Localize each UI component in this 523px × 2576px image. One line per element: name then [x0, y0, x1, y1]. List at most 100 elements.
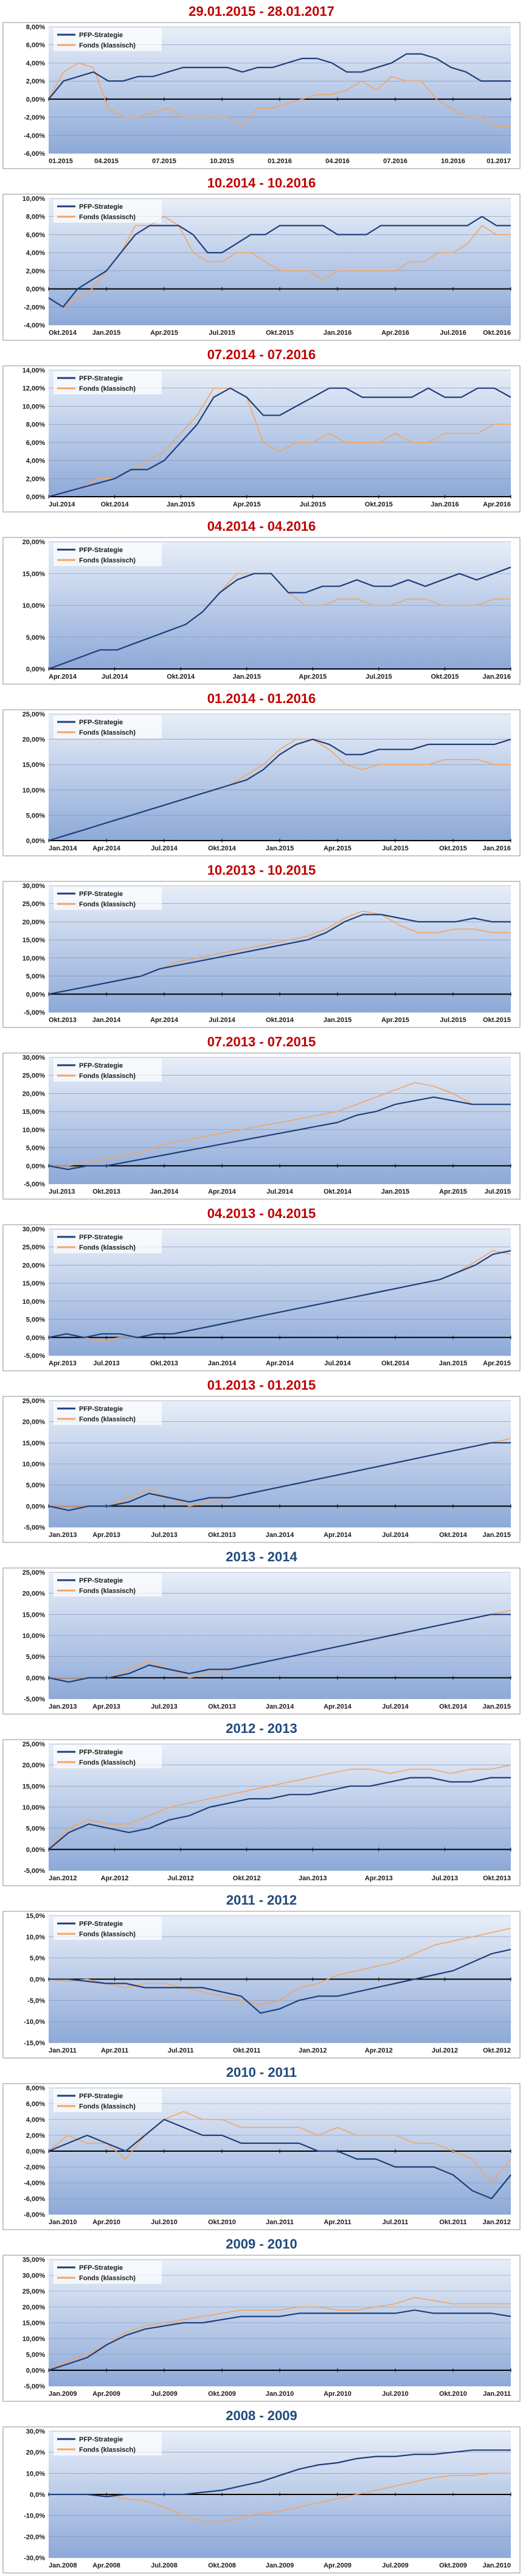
y-tick-label: 15,00%: [23, 937, 46, 944]
x-tick-label: Jan.2016: [483, 673, 511, 681]
chart-panel: 10.2014 - 10.2016 -4,00% -2,00% 0,00% 2,00% 4…: [0, 172, 523, 343]
x-tick-label: Okt.2016: [483, 329, 511, 337]
chart-svg: 0,00% 2,00% 4,00% 6,00% 8,00% 10,00% 12,00% 14,…: [2, 365, 521, 513]
legend-label: Fonds (klassisch): [79, 901, 136, 908]
x-tick-label: Jul.2013: [49, 1188, 75, 1195]
y-tick-label: 20,00%: [23, 919, 46, 926]
x-tick-label: Okt.2014: [101, 501, 130, 508]
y-tick-label: 8,00%: [26, 24, 45, 31]
legend-label: PFP-Strategie: [79, 1405, 123, 1413]
x-tick-label: Jan.2009: [266, 2562, 294, 2569]
x-tick-label: Apr.2015: [483, 1360, 511, 1367]
y-tick-label: -2,00%: [24, 2164, 45, 2171]
x-tick-label: Jan.2015: [92, 329, 120, 337]
x-tick-label: Jul.2014: [102, 673, 128, 681]
y-tick-label: 0,00%: [26, 96, 45, 103]
x-tick-label: Okt.2014: [324, 1188, 352, 1195]
series-line-fund: [48, 1928, 511, 2006]
series-line-strategy: [49, 2449, 511, 2497]
legend-label: Fonds (klassisch): [79, 557, 136, 564]
x-tick-label: Jul.2009: [382, 2562, 408, 2569]
legend-box: [54, 28, 162, 51]
y-tick-label: 0,00%: [26, 494, 45, 501]
legend: PFP-Strategie Fonds (klassisch): [54, 1402, 162, 1425]
series-line-strategy: [48, 53, 511, 100]
legend: PFP-Strategie Fonds (klassisch): [54, 715, 162, 738]
y-tick-label: 5,00%: [26, 1482, 45, 1489]
chart-panel: 01.2013 - 01.2015 -5,00% 0,00% 5,00% 10,00% 1…: [0, 1374, 523, 1545]
x-tick-label: Jul.2014: [266, 1188, 293, 1195]
y-tick-label: 25,00%: [23, 1398, 46, 1405]
legend-label: Fonds (klassisch): [79, 1587, 136, 1595]
x-tick-label: 07.2015: [152, 158, 176, 165]
y-tick-label: 5,00%: [26, 1145, 45, 1152]
x-tick-label: Okt.2015: [431, 673, 459, 681]
y-tick-label: -10,0%: [24, 2513, 45, 2520]
y-tick-label: 0,00%: [26, 666, 45, 673]
x-tick-label: Okt.2012: [483, 2047, 511, 2054]
x-tick-label: Jan.2012: [299, 2047, 327, 2054]
y-tick-label: 30,00%: [23, 1226, 46, 1233]
x-tick-label: Apr.2008: [92, 2562, 120, 2569]
y-tick-label: 14,00%: [23, 367, 46, 374]
legend-label: Fonds (klassisch): [79, 385, 136, 393]
y-tick-label: 15,00%: [23, 1280, 46, 1287]
x-tick-label: Jul.2008: [151, 2562, 177, 2569]
series-line-strategy: [48, 2309, 511, 2371]
x-tick-label: Okt.2015: [483, 1017, 511, 1024]
legend-label: PFP-Strategie: [79, 719, 123, 726]
chart-panel: 04.2013 - 04.2015 -5,00% 0,00% 5,00% 10,00% 1…: [0, 1202, 523, 1374]
x-tick-label: Jan.2015: [324, 1017, 352, 1024]
legend-box: [54, 1230, 162, 1253]
y-tick-label: 10,00%: [23, 403, 46, 410]
chart-panel: 29.01.2015 - 28.01.2017 -6,00% -4,00% -2,00…: [0, 0, 523, 172]
chart-title: 2013 - 2014: [226, 1549, 297, 1564]
y-tick-label: 25,00%: [23, 1073, 46, 1080]
chart-panel: 2009 - 2010 -5,00% 0,00% 5,00% 10,00% 15,00% 2…: [0, 2233, 523, 2404]
x-tick-label: 10.2016: [441, 158, 465, 165]
x-tick-label: Okt.2015: [365, 501, 393, 508]
x-tick-label: Okt.2015: [266, 329, 294, 337]
x-tick-label: Apr.2016: [381, 329, 409, 337]
x-tick-label: Apr.2013: [365, 1875, 393, 1882]
x-tick-label: Jul.2015: [209, 329, 235, 337]
x-tick-label: Apr.2013: [49, 1360, 77, 1367]
y-tick-label: -4,00%: [24, 322, 45, 329]
chart-panel: 2013 - 2014 -5,00% 0,00% 5,00% 10,00% 15,00% 2…: [0, 1545, 523, 1717]
y-tick-label: -2,00%: [24, 304, 45, 311]
legend-box: [54, 1573, 162, 1597]
y-tick-label: 10,00%: [23, 1633, 46, 1640]
x-tick-label: Jan.2013: [299, 1875, 327, 1882]
y-tick-label: 4,00%: [26, 2116, 45, 2124]
x-tick-label: Apr.2014: [150, 1017, 179, 1024]
x-tick-label: Okt.2015: [439, 845, 467, 852]
x-tick-label: Jul.2014: [324, 1360, 351, 1367]
y-tick-label: 10,0%: [26, 2470, 45, 2477]
y-tick-label: 6,00%: [26, 439, 45, 447]
y-tick-label: 8,00%: [26, 214, 45, 221]
x-tick-label: Apr.2014: [49, 673, 77, 681]
x-tick-label: Okt.2014: [208, 845, 237, 852]
x-tick-label: Jul.2014: [382, 1703, 409, 1710]
x-tick-label: Okt.2009: [439, 2562, 467, 2569]
x-tick-label: Apr.2015: [299, 673, 327, 681]
x-tick-label: Okt.2010: [208, 2219, 236, 2226]
y-tick-label: 10,0%: [26, 1934, 45, 1941]
y-tick-label: 25,00%: [23, 2288, 46, 2295]
x-tick-label: Jul.2015: [300, 501, 326, 508]
x-tick-label: 10.2015: [210, 158, 234, 165]
y-tick-label: 5,00%: [26, 812, 45, 819]
y-tick-label: -15,0%: [24, 2040, 45, 2047]
legend-label: PFP-Strategie: [79, 203, 123, 211]
x-tick-label: Apr.2015: [233, 501, 261, 508]
y-tick-label: 0,0%: [30, 2491, 45, 2499]
x-tick-label: Okt.2008: [208, 2562, 236, 2569]
legend-label: PFP-Strategie: [79, 1577, 123, 1584]
y-tick-label: 0,00%: [26, 1334, 45, 1342]
legend: PFP-Strategie Fonds (klassisch): [54, 28, 162, 51]
y-tick-label: 6,00%: [26, 2101, 45, 2108]
x-tick-label: Jan.2014: [266, 1703, 294, 1710]
y-tick-label: -5,00%: [24, 1524, 45, 1531]
y-tick-label: 2,00%: [26, 78, 45, 85]
